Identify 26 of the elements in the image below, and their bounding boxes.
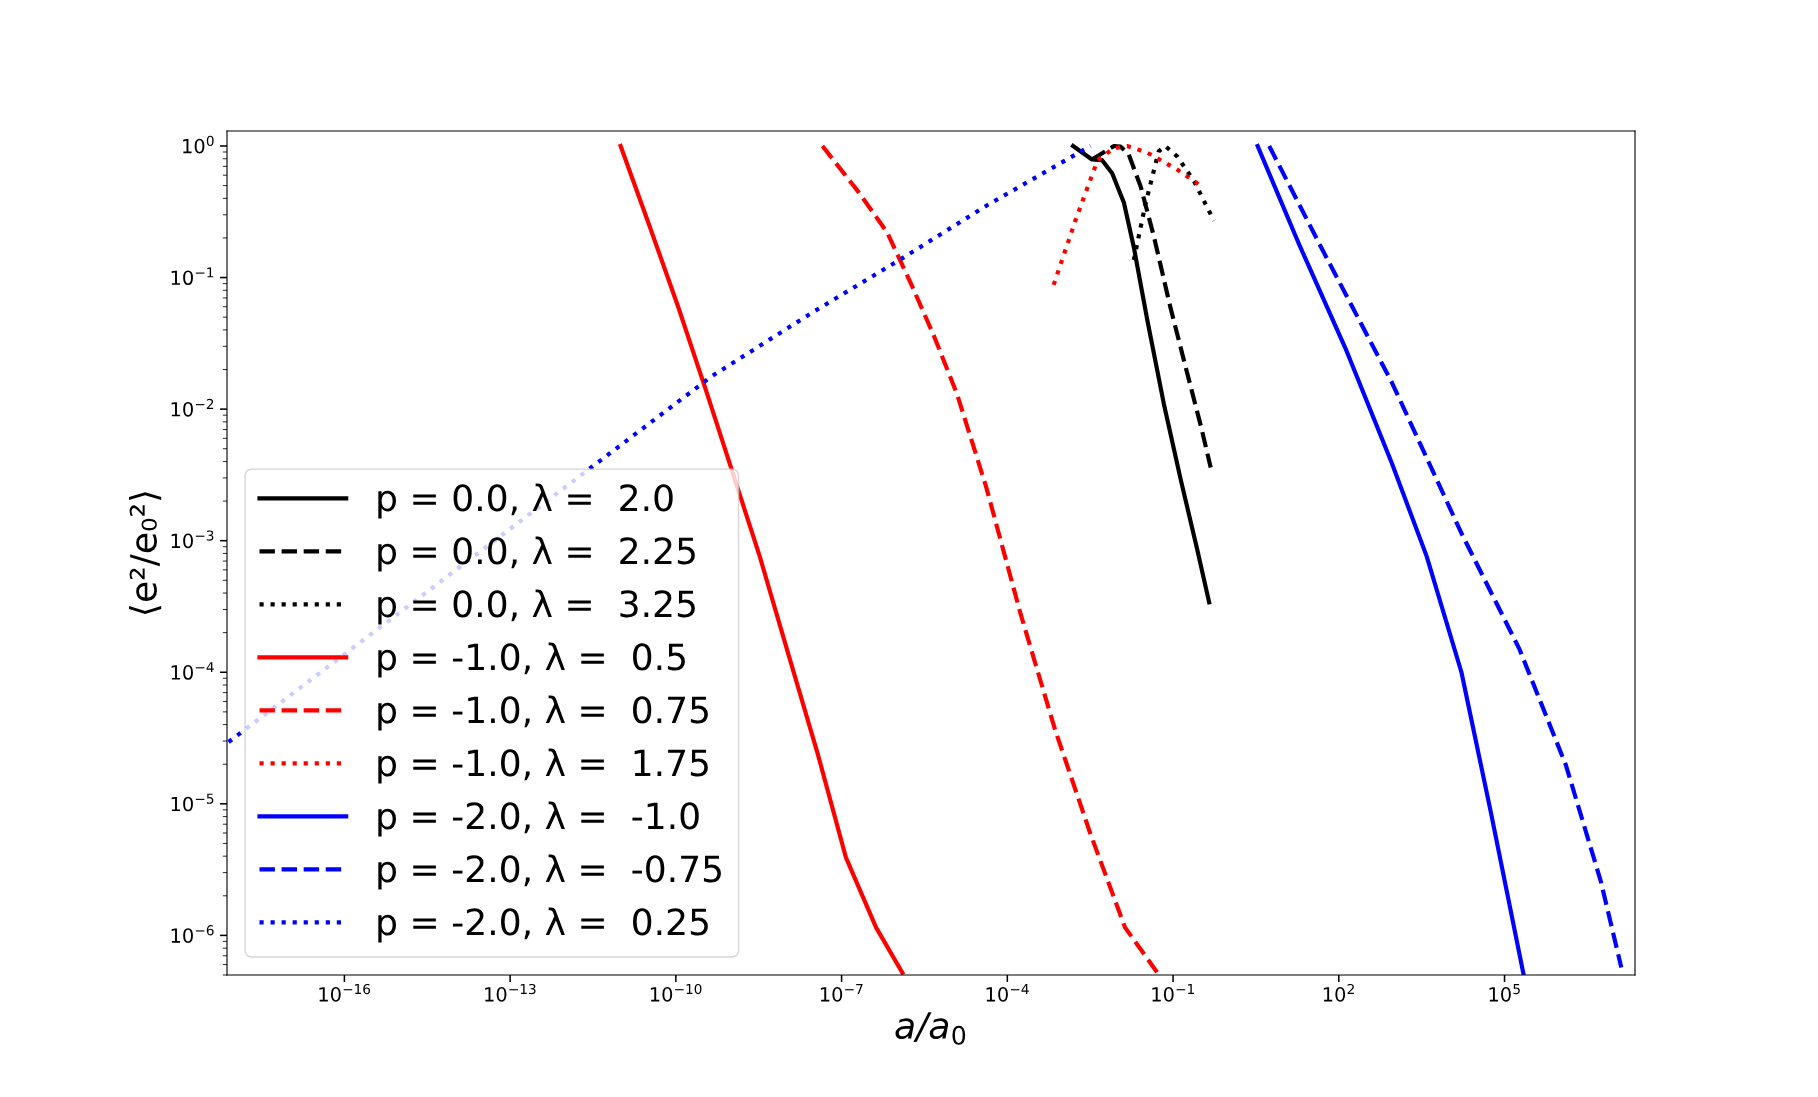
x-tick-label: 10$^{−4}$ <box>986 984 1029 1002</box>
y-axis-title: ⟨e²/e₀²⟩ <box>129 492 162 614</box>
x-tick-label: 10$^{−1}$ <box>1152 984 1194 1002</box>
legend-label: p = -2.0, λ = 0.25 <box>378 907 708 943</box>
legend-label: p = -2.0, λ = -1.0 <box>378 801 699 837</box>
y-tick-label: 10$^{−5}$ <box>171 793 214 812</box>
y-tick-label: 10$^{0}$ <box>183 135 214 154</box>
y-tick-label: 10$^{−6}$ <box>171 925 214 943</box>
legend-label: p = 0.0, λ = 3.25 <box>378 589 695 625</box>
legend-label: p = -1.0, λ = 0.5 <box>378 642 685 678</box>
legend-label: p = -1.0, λ = 1.75 <box>378 748 708 784</box>
legend-label: p = -2.0, λ = -0.75 <box>378 854 721 890</box>
x-tick-label: 10$^{−10}$ <box>650 983 702 1002</box>
x-tick-label: 10$^{5}$ <box>1489 984 1520 1002</box>
x-axis-title: a/a$_{0}$ <box>895 1012 966 1045</box>
x-tick-label: 10$^{−16}$ <box>319 983 371 1002</box>
legend-label: p = -1.0, λ = 0.75 <box>378 695 708 731</box>
x-tick-label: 10$^{−7}$ <box>820 984 863 1002</box>
x-tick-label: 10$^{−13}$ <box>485 983 536 1002</box>
y-tick-label: 10$^{−4}$ <box>171 662 214 680</box>
x-tick-label: 10$^{2}$ <box>1323 983 1354 1002</box>
legend-label: p = 0.0, λ = 2.0 <box>378 483 673 519</box>
y-tick-label: 10$^{−2}$ <box>171 398 214 417</box>
legend-label: p = 0.0, λ = 2.25 <box>378 536 695 572</box>
y-tick-label: 10$^{−3}$ <box>171 530 214 549</box>
y-tick-label: 10$^{−1}$ <box>171 267 214 286</box>
